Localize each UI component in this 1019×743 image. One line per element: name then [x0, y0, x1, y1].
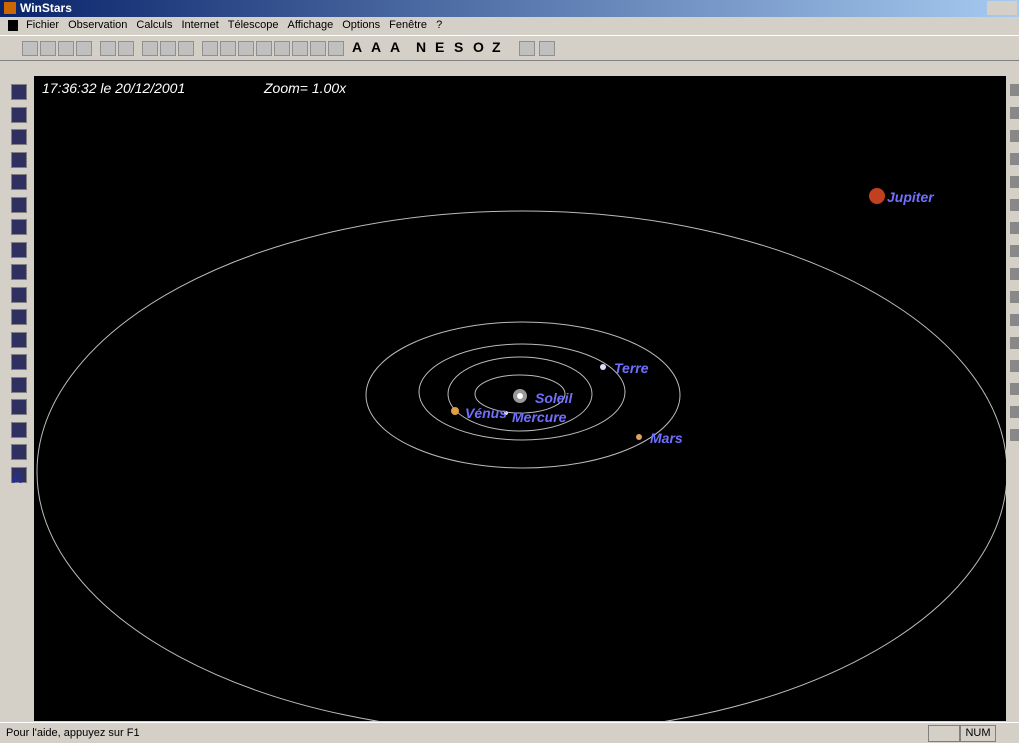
side-button[interactable] [11, 309, 27, 325]
winstars-window: WinStars Fichier Observation Calculs Intern… [0, 0, 1019, 742]
menu-item[interactable]: Calculs [136, 19, 172, 31]
window-buttons[interactable] [987, 1, 1017, 15]
toolbar-button[interactable] [118, 41, 134, 56]
status-pane [928, 725, 960, 742]
menu-item[interactable]: Télescope [228, 19, 279, 31]
toolbar-letter[interactable]: E [435, 39, 444, 55]
toolbar-button[interactable] [160, 41, 176, 56]
time-label: 17:36:32 le 20/12/2001 [42, 80, 185, 96]
side-button[interactable] [11, 174, 27, 190]
side-letter[interactable]: A [12, 470, 22, 486]
toolbar-button[interactable] [178, 41, 194, 56]
status-help: Pour l'aide, appuyez sur F1 [6, 727, 140, 739]
right-toolbar [1006, 76, 1019, 722]
body-label: Jupiter [887, 189, 935, 205]
side-button[interactable] [11, 422, 27, 438]
side-button[interactable] [1010, 314, 1019, 326]
toolbar-button[interactable] [256, 41, 272, 56]
doc-icon [8, 20, 18, 31]
toolbar-button[interactable] [76, 41, 92, 56]
side-button[interactable] [11, 152, 27, 168]
side-button[interactable] [1010, 199, 1019, 211]
side-button[interactable] [11, 377, 27, 393]
zoom-label: Zoom= 1.00x [263, 80, 347, 96]
side-button[interactable] [11, 444, 27, 460]
side-button[interactable] [1010, 337, 1019, 349]
side-button[interactable] [11, 242, 27, 258]
toolbar-letter[interactable]: O [473, 39, 484, 55]
menu-item[interactable]: Observation [68, 19, 127, 31]
sky-view: 17:36:32 le 20/12/2001 Zoom= 1.00x Solei… [34, 76, 1006, 721]
status-bar: Pour l'aide, appuyez sur F1 NUM [0, 722, 1019, 743]
sun[interactable] [517, 393, 523, 399]
toolbar-letter[interactable]: S [454, 39, 463, 55]
menu-bar: Fichier Observation Calculs Internet Télesco… [0, 17, 1019, 34]
toolbar-letter[interactable]: A [371, 39, 381, 55]
body-label: Soleil [535, 390, 573, 406]
app-icon [4, 2, 16, 14]
toolbar-button[interactable] [238, 41, 254, 56]
toolbar-button[interactable] [58, 41, 74, 56]
side-button[interactable] [11, 129, 27, 145]
menu-item[interactable]: Options [342, 19, 380, 31]
body-label: Vénus [465, 405, 507, 421]
side-button[interactable] [11, 332, 27, 348]
side-button[interactable] [11, 197, 27, 213]
body-label: Terre [614, 360, 649, 376]
side-button[interactable] [1010, 153, 1019, 165]
side-button[interactable] [1010, 268, 1019, 280]
body-label: Mars [650, 430, 683, 446]
toolbar-button[interactable] [292, 41, 308, 56]
toolbar-button[interactable] [328, 41, 344, 56]
menu-item[interactable]: Fenêtre [389, 19, 427, 31]
menu-item[interactable]: Fichier [26, 19, 59, 31]
window-title: WinStars [20, 1, 72, 15]
toolbar-letter[interactable]: N [416, 39, 426, 55]
side-button[interactable] [1010, 291, 1019, 303]
planet-terre[interactable] [600, 364, 606, 370]
toolbar-letter[interactable]: A [390, 39, 400, 55]
planet-jupiter[interactable] [869, 188, 885, 204]
toolbar-button[interactable] [22, 41, 38, 56]
side-button[interactable] [1010, 245, 1019, 257]
toolbar-button[interactable] [310, 41, 326, 56]
left-toolbar: A [0, 76, 34, 722]
title-bar: WinStars [0, 0, 1019, 17]
side-button[interactable] [11, 219, 27, 235]
side-button[interactable] [1010, 383, 1019, 395]
status-num: NUM [960, 725, 996, 742]
toolbar-button[interactable] [202, 41, 218, 56]
toolbar-letter[interactable]: Z [492, 39, 501, 55]
toolbar-button[interactable] [220, 41, 236, 56]
toolbar-letter[interactable]: A [352, 39, 362, 55]
planet-venus[interactable] [451, 407, 459, 415]
side-button[interactable] [1010, 176, 1019, 188]
side-button[interactable] [1010, 222, 1019, 234]
body-label: Mercure [512, 409, 567, 425]
side-button[interactable] [1010, 130, 1019, 142]
toolbar-button[interactable] [519, 41, 535, 56]
side-button[interactable] [11, 354, 27, 370]
side-button[interactable] [1010, 429, 1019, 441]
side-button[interactable] [1010, 84, 1019, 96]
menu-item[interactable]: Internet [181, 19, 218, 31]
menu-item[interactable]: ? [436, 19, 442, 31]
toolbar-button[interactable] [539, 41, 555, 56]
toolbar-button[interactable] [100, 41, 116, 56]
planet-mars[interactable] [636, 434, 642, 440]
side-button[interactable] [11, 84, 27, 100]
side-button[interactable] [11, 264, 27, 280]
side-button[interactable] [1010, 360, 1019, 372]
menu-item[interactable]: Affichage [288, 19, 334, 31]
side-button[interactable] [1010, 107, 1019, 119]
side-button[interactable] [11, 107, 27, 123]
toolbar-button[interactable] [274, 41, 290, 56]
side-button[interactable] [11, 399, 27, 415]
toolbar-button[interactable] [142, 41, 158, 56]
side-button[interactable] [1010, 406, 1019, 418]
side-button[interactable] [11, 287, 27, 303]
toolbar-button[interactable] [40, 41, 56, 56]
